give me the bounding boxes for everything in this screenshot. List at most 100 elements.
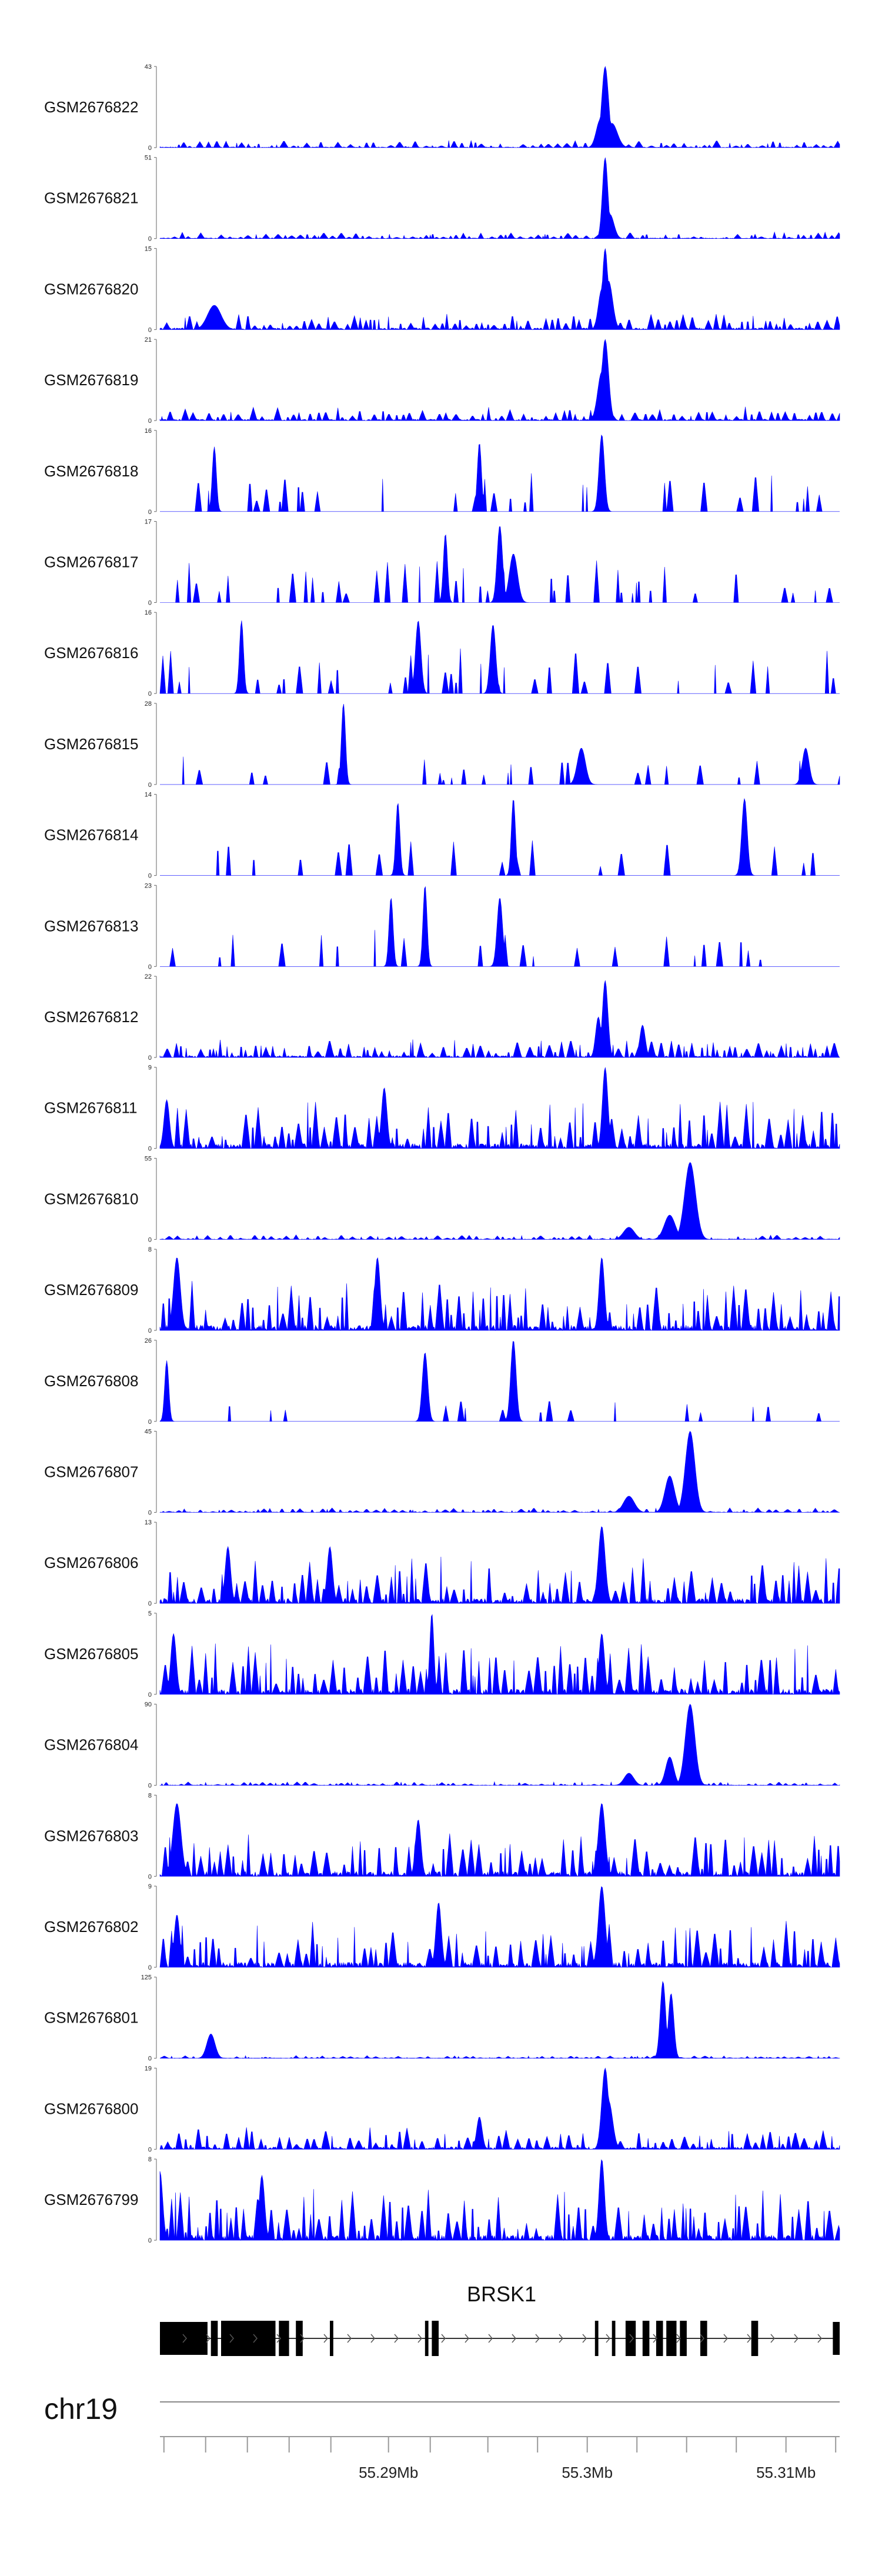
track-zero-label: 0 (148, 963, 152, 970)
coverage-area (159, 1431, 840, 1513)
track-ymax-label: 9 (148, 1065, 152, 1072)
track-zero-label: 0 (148, 1327, 152, 1334)
track-ymax-label: 15 (145, 245, 152, 252)
coverage-area (159, 339, 840, 422)
track-ymax-label: 5 (148, 1610, 152, 1617)
track-label: GSM2676817 (44, 553, 138, 571)
track-label: GSM2676822 (44, 98, 138, 116)
track-ymax-label: 22 (145, 973, 152, 980)
strand-arrow (629, 2334, 634, 2343)
track-zero-label: 0 (148, 600, 152, 607)
exon (432, 2321, 439, 2356)
strand-arrow (606, 2334, 610, 2343)
track-zero-label: 0 (148, 2146, 152, 2153)
track-label: GSM2676818 (44, 462, 138, 480)
axis-ticks: 55.29Mb 55.3Mb 55.31Mb (163, 2437, 837, 2481)
track-GSM2676799: GSM2676799 8 0 (44, 2156, 840, 2244)
exon (594, 2321, 599, 2356)
track-zero-label: 0 (148, 2237, 152, 2244)
track-GSM2676800: GSM2676800 19 0 (44, 2065, 840, 2153)
strand-arrow (676, 2334, 681, 2343)
axis-tick-label: 55.29Mb (359, 2464, 418, 2481)
track-zero-label: 0 (148, 1146, 152, 1153)
coverage-area (159, 157, 840, 239)
track-ymax-label: 51 (145, 155, 152, 162)
track-ymax-label: 125 (141, 1974, 152, 1981)
strand-arrow (747, 2334, 751, 2343)
strand-arrow (465, 2334, 469, 2343)
track-ymax-label: 16 (145, 609, 152, 616)
track-zero-label: 0 (148, 145, 152, 152)
track-ymax-label: 14 (145, 792, 152, 799)
strand-arrow (723, 2334, 728, 2343)
track-label: GSM2676811 (44, 1099, 138, 1117)
track-GSM2676814: GSM2676814 14 0 (44, 792, 840, 880)
track-GSM2676803: GSM2676803 8 0 (44, 1792, 840, 1880)
track-GSM2676819: GSM2676819 21 0 (44, 336, 840, 425)
coverage-area (159, 1257, 840, 1332)
exon (221, 2321, 276, 2356)
track-zero-label: 0 (148, 690, 152, 698)
track-zero-label: 0 (148, 509, 152, 516)
exon (330, 2321, 333, 2356)
exon (625, 2321, 636, 2356)
track-label: GSM2676806 (44, 1554, 138, 1571)
genomic-axis: chr19 55.29Mb 55.3Mb 55.31Mb (44, 2393, 840, 2481)
track-zero-label: 0 (148, 1964, 152, 1971)
track-label: GSM2676821 (44, 189, 138, 207)
coverage-area (159, 1704, 840, 1786)
track-zero-label: 0 (148, 1783, 152, 1790)
strand-arrow (441, 2334, 446, 2343)
track-GSM2676822: GSM2676822 43 0 (44, 64, 840, 152)
coverage-area (159, 2067, 840, 2150)
track-ymax-label: 8 (148, 1792, 152, 1799)
coverage-area (159, 248, 840, 331)
track-GSM2676817: GSM2676817 17 0 (44, 519, 840, 607)
strand-arrow (229, 2334, 234, 2343)
strand-arrow (817, 2334, 822, 2343)
strand-arrow (559, 2334, 563, 2343)
track-zero-label: 0 (148, 1510, 152, 1517)
exon (642, 2321, 650, 2356)
axis-tick-label: 55.31Mb (756, 2464, 816, 2481)
exon (656, 2321, 663, 2356)
track-ymax-label: 19 (145, 2065, 152, 2072)
track-label: GSM2676799 (44, 2191, 138, 2208)
strand-arrow (535, 2334, 540, 2343)
coverage-area (159, 1614, 840, 1696)
strand-arrow (653, 2334, 657, 2343)
coverage-area (160, 886, 840, 967)
track-GSM2676813: GSM2676813 23 0 (44, 882, 840, 970)
track-GSM2676820: GSM2676820 15 0 (44, 245, 840, 333)
track-GSM2676816: GSM2676816 16 0 (44, 609, 840, 698)
track-ymax-label: 8 (148, 1246, 152, 1253)
track-zero-label: 0 (148, 1419, 152, 1426)
coverage-area (159, 1067, 840, 1149)
exon (160, 2322, 208, 2355)
strand-arrow (370, 2334, 375, 2343)
track-ymax-label: 45 (145, 1429, 152, 1436)
track-GSM2676802: GSM2676802 9 0 (44, 1883, 840, 1971)
track-GSM2676812: GSM2676812 22 0 (44, 973, 840, 1062)
track-label: GSM2676803 (44, 1827, 138, 1844)
strand-arrow (794, 2334, 799, 2343)
strand-arrow (770, 2334, 775, 2343)
strand-arrow (700, 2334, 704, 2343)
track-label: GSM2676820 (44, 280, 138, 298)
track-ymax-label: 26 (145, 1337, 152, 1344)
track-GSM2676807: GSM2676807 45 0 (44, 1429, 840, 1517)
coverage-area (160, 703, 840, 785)
track-GSM2676821: GSM2676821 51 0 (44, 155, 840, 243)
coverage-area (159, 1981, 840, 2059)
track-label: GSM2676812 (44, 1008, 138, 1026)
track-ymax-label: 21 (145, 336, 152, 343)
track-GSM2676808: GSM2676808 26 0 (44, 1337, 840, 1426)
track-zero-label: 0 (148, 873, 152, 880)
exon (751, 2321, 759, 2356)
exon (211, 2321, 218, 2356)
coverage-area (160, 434, 840, 512)
track-zero-label: 0 (148, 1873, 152, 1880)
axis-tick-label: 55.3Mb (562, 2464, 613, 2481)
track-zero-label: 0 (148, 1236, 152, 1243)
